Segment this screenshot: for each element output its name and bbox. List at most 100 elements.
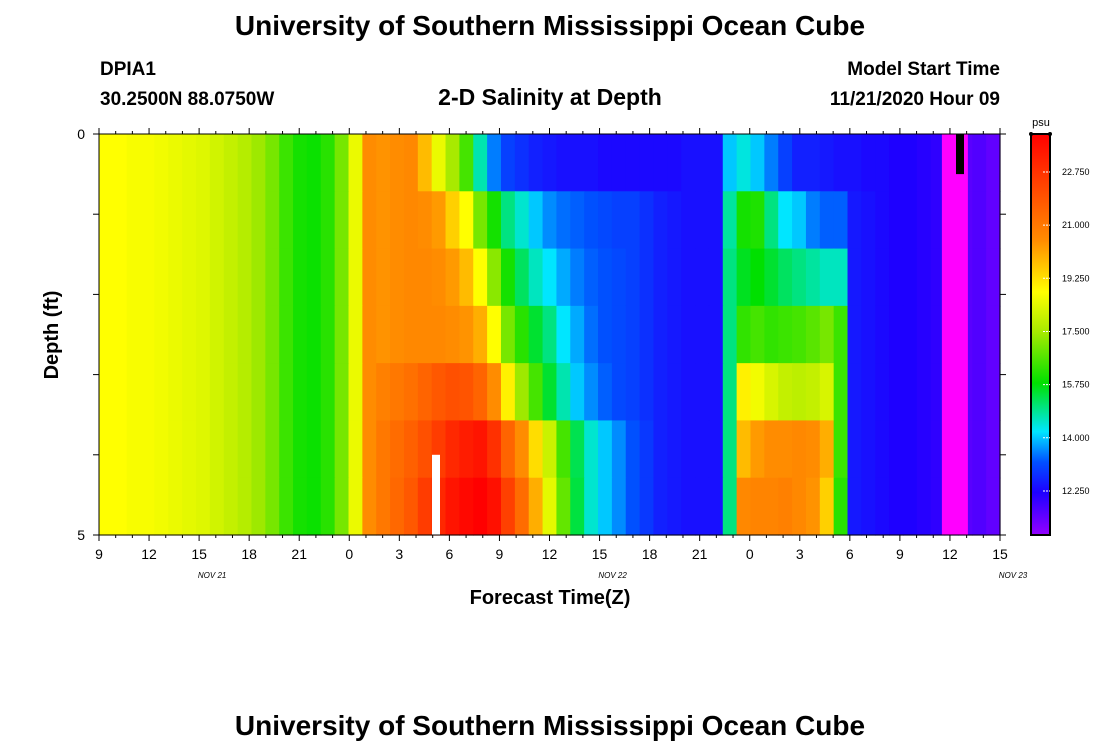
heatmap-cell xyxy=(514,248,530,307)
heatmap-cell xyxy=(126,420,142,479)
heatmap-cell xyxy=(778,248,793,307)
heatmap-cell xyxy=(293,134,308,192)
heatmap-cell xyxy=(902,420,918,479)
x-tick-label: 18 xyxy=(241,546,257,562)
heatmap-cell xyxy=(348,363,363,422)
heatmap-cell xyxy=(750,420,765,479)
heatmap-cell xyxy=(681,420,696,479)
heatmap-cell xyxy=(431,191,447,250)
colorbar-tick-label: 17.500 xyxy=(1062,326,1090,336)
heatmap-cell xyxy=(112,248,128,307)
heatmap-cell xyxy=(972,420,987,479)
heatmap-cell xyxy=(972,134,987,192)
heatmap-cell xyxy=(875,248,890,307)
station-id: DPIA1 xyxy=(100,59,156,80)
heatmap-cell xyxy=(182,191,197,250)
heatmap-cell xyxy=(639,363,655,422)
heatmap-cell xyxy=(556,477,571,536)
heatmap-cell xyxy=(334,134,350,192)
heatmap-cell xyxy=(819,305,835,364)
missing-data-marker xyxy=(956,134,964,175)
heatmap-cell xyxy=(750,477,765,536)
heatmap-cell xyxy=(861,363,876,422)
heatmap-cell xyxy=(584,363,599,422)
heatmap-cell xyxy=(889,191,904,250)
heatmap-cell xyxy=(902,477,918,536)
heatmap-cell xyxy=(99,305,114,364)
heatmap-cell xyxy=(695,363,710,422)
heatmap-cell xyxy=(112,363,128,422)
heatmap-cell xyxy=(764,305,779,364)
heatmap-cell xyxy=(334,248,350,307)
heatmap-cell xyxy=(209,305,225,364)
heatmap-cell xyxy=(293,248,308,307)
heatmap-cell xyxy=(584,191,599,250)
heatmap-cell xyxy=(403,363,419,422)
heatmap-cell xyxy=(445,248,460,307)
heatmap-cell xyxy=(251,191,266,250)
heatmap-cell xyxy=(778,305,793,364)
heatmap-cell xyxy=(403,248,419,307)
heatmap-cell xyxy=(348,191,363,250)
heatmap-cell xyxy=(681,191,696,250)
heatmap-cell xyxy=(736,248,752,307)
heatmap-cell xyxy=(390,363,405,422)
heatmap-cell xyxy=(237,420,253,479)
heatmap-cell xyxy=(639,134,655,192)
heatmap-cell xyxy=(805,420,821,479)
heatmap-cell xyxy=(362,305,377,364)
heatmap-cell xyxy=(584,420,599,479)
heatmap-cell xyxy=(348,248,363,307)
colorbar-tick-label: 21.000 xyxy=(1062,220,1090,230)
heatmap-cell xyxy=(889,134,904,192)
heatmap-cell xyxy=(528,134,544,192)
heatmap-cell xyxy=(792,420,807,479)
x-tick-label: 18 xyxy=(642,546,658,562)
heatmap-cell xyxy=(861,191,876,250)
heatmap-cell xyxy=(736,420,752,479)
heatmap-cell xyxy=(154,305,169,364)
heatmap-cell xyxy=(445,420,460,479)
heatmap-cell xyxy=(390,248,405,307)
heatmap-cell xyxy=(986,134,1001,192)
heatmap-cell xyxy=(514,191,530,250)
heatmap-cell xyxy=(625,363,641,422)
heatmap-cell xyxy=(570,305,585,364)
heatmap-stripe xyxy=(941,134,968,535)
heatmap-cell xyxy=(819,363,835,422)
x-tick-label: 6 xyxy=(445,546,453,562)
x-tick-label: 21 xyxy=(692,546,708,562)
heatmap-cell xyxy=(500,134,516,192)
heatmap-cell xyxy=(320,191,336,250)
heatmap-cell xyxy=(695,134,710,192)
heatmap-cell xyxy=(348,477,363,536)
heatmap-cell xyxy=(223,305,239,364)
heatmap-cell xyxy=(986,477,1001,536)
heatmap-cell xyxy=(930,248,946,307)
heatmap-cell xyxy=(736,305,752,364)
heatmap-cell xyxy=(487,477,502,536)
heatmap-cell xyxy=(334,363,350,422)
heatmap-cell xyxy=(459,420,474,479)
heatmap-cell xyxy=(681,305,696,364)
heatmap-cell xyxy=(889,248,904,307)
heatmap-cell xyxy=(487,305,502,364)
heatmap-cell xyxy=(112,420,128,479)
heatmap-cell xyxy=(861,248,876,307)
heatmap-cell xyxy=(306,248,322,307)
heatmap-cell xyxy=(819,420,835,479)
heatmap-cell xyxy=(750,248,765,307)
heatmap-cell xyxy=(390,477,405,536)
x-date-label: NOV 21 xyxy=(198,571,226,580)
heatmap-cell xyxy=(653,248,668,307)
heatmap-cell xyxy=(930,420,946,479)
heatmap-cell xyxy=(514,477,530,536)
heatmap-cell xyxy=(473,420,488,479)
y-axis-label: Depth (ft) xyxy=(41,291,63,380)
heatmap-cell xyxy=(334,305,350,364)
heatmap-cell xyxy=(154,248,169,307)
heatmap-cell xyxy=(889,305,904,364)
heatmap-cell xyxy=(140,134,156,192)
heatmap-cell xyxy=(126,477,142,536)
heatmap-cell xyxy=(154,363,169,422)
